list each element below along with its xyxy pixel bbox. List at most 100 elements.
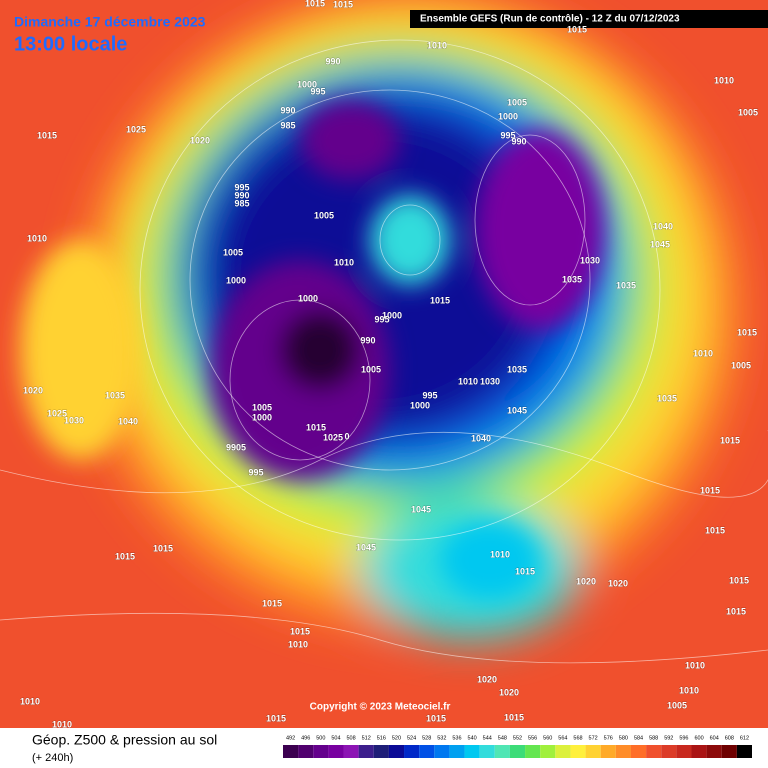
isobar-label: 1035 <box>616 280 636 290</box>
legend-swatch <box>313 745 329 758</box>
legend-swatch <box>585 745 601 758</box>
legend-label: 548 <box>498 735 507 741</box>
legend-swatch <box>661 745 677 758</box>
legend-swatch <box>540 745 556 758</box>
legend-label: 508 <box>346 735 355 741</box>
legend: 492 496 500 504 508 512 516 520 524 528 532 536 540 5… <box>283 735 752 758</box>
isobar-label: 1045 <box>507 405 527 415</box>
isobar-label: 1015 <box>567 24 587 34</box>
isobar-label: 990 <box>360 335 375 345</box>
isobar-label: 1010 <box>20 696 40 706</box>
field <box>0 0 768 728</box>
isobar-labels: 1015 101510151010101099010009951005100599… <box>19 0 758 730</box>
isobar-label: 995 <box>248 467 263 477</box>
isobar-label: 1040 <box>471 433 491 443</box>
legend-swatch <box>358 745 374 758</box>
run-info: Ensemble GEFS (Run de contrôle) - 12 Z d… <box>420 14 680 25</box>
legend-title: Géop. Z500 & pression au sol <box>32 732 217 748</box>
legend-label: 560 <box>543 735 552 741</box>
isobar-label: 1035 <box>105 390 125 400</box>
isobar-label: 995 <box>374 314 389 324</box>
legend-swatch <box>525 745 541 758</box>
isobar-label: 1010 <box>458 376 478 386</box>
legend-label: 568 <box>573 735 582 741</box>
legend-swatch <box>494 745 510 758</box>
legend-swatch <box>283 745 299 758</box>
legend-swatch <box>464 745 480 758</box>
isobar-label: 995 <box>234 182 249 192</box>
legend-swatch <box>600 745 616 758</box>
isobar-label: 990 <box>511 136 526 146</box>
isobar-label: 1005 <box>252 402 272 412</box>
isobar-label: 1025 <box>47 408 67 418</box>
isobar-label: 1015 <box>737 327 757 337</box>
isobar-label: 1010 <box>693 348 713 358</box>
isobar-label: 995 <box>500 130 515 140</box>
legend-swatch <box>736 745 752 758</box>
isobar-label: 1005 <box>361 364 381 374</box>
isobar-label: 1025 <box>126 124 146 134</box>
isobar-label: 1000 <box>382 310 402 320</box>
isobar-label: 1010 <box>679 685 699 695</box>
isobar-label: 1045 <box>411 504 431 514</box>
isobar-label: 1020 <box>190 135 210 145</box>
isobar-label: 1030 <box>580 255 600 265</box>
isobar-label: 1030 <box>480 376 500 386</box>
legend-label: 564 <box>558 735 567 741</box>
legend-label: 556 <box>528 735 537 741</box>
legend-label: 584 <box>634 735 643 741</box>
legend-subtitle: (+ 240h) <box>32 752 73 764</box>
isobar-label: 1010 <box>685 660 705 670</box>
isobar-label: 1010 <box>27 233 47 243</box>
isobar-label: 1000 <box>252 412 272 422</box>
legend-label: 576 <box>604 735 613 741</box>
isobar-label: 995 <box>310 86 325 96</box>
isobar-label: 1020 <box>23 385 43 395</box>
isobar-label: 1020 <box>576 576 596 586</box>
isobar-label: 1030 <box>64 415 84 425</box>
legend-label: 532 <box>437 735 446 741</box>
isobar-label: 1045 <box>650 239 670 249</box>
isobar-label: 1040 <box>118 416 138 426</box>
legend-label: 592 <box>664 735 673 741</box>
isobar-label: 1010 <box>714 75 734 85</box>
legend-swatch <box>721 745 737 758</box>
isobar-label: 995 <box>422 390 437 400</box>
isobar-label: 1015 <box>306 422 326 432</box>
legend-label: 528 <box>422 735 431 741</box>
legend-label: 608 <box>725 735 734 741</box>
legend-label: 580 <box>619 735 628 741</box>
copyright: Copyright © 2023 Meteociel.fr <box>310 702 451 713</box>
isobar-label: 1015 <box>37 130 57 140</box>
legend-label: 520 <box>392 735 401 741</box>
legend-label: 552 <box>513 735 522 741</box>
isobar-label: 1015 <box>705 525 725 535</box>
isobar-label: 1000 <box>298 293 318 303</box>
legend-swatch <box>388 745 405 758</box>
isobar-label: 1005 <box>314 210 334 220</box>
isobar-label: 1015 <box>430 295 450 305</box>
isobar-label: 1045 <box>356 542 376 552</box>
isobar-label: 1015 <box>720 435 740 445</box>
isobar-label: 1005 <box>731 360 751 370</box>
legend-label: 596 <box>679 735 688 741</box>
legend-swatch <box>615 745 631 758</box>
isobar-label: 990 <box>325 56 340 66</box>
isobar-label: 1010 <box>490 549 510 559</box>
isobar-label: 990 <box>234 190 249 200</box>
legend-swatch <box>509 745 526 758</box>
isobar-label: 1015 <box>153 543 173 553</box>
legend-swatch <box>343 745 359 758</box>
isobar-label: 1015 <box>305 0 325 8</box>
isobar-label: 0 <box>344 431 349 441</box>
isobar-label: 1035 <box>562 274 582 284</box>
legend-label: 496 <box>301 735 310 741</box>
isobar-label: 1020 <box>608 578 628 588</box>
legend-swatch <box>479 745 495 758</box>
date: Dimanche 17 décembre 2023 <box>14 14 206 30</box>
isobar-label: 985 <box>280 120 295 130</box>
isobar-label: 1015 <box>333 0 353 9</box>
isobar-label: 1015 <box>262 598 282 608</box>
isobar-label: 1015 <box>504 712 524 722</box>
isobar-label: 1005 <box>667 700 687 710</box>
